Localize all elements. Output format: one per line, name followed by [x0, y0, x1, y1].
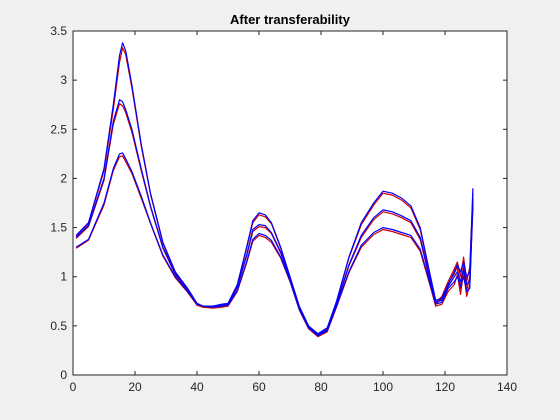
series-line-1 [75, 99, 474, 336]
series-layer [75, 42, 474, 338]
y-tick-label: 2 [60, 171, 67, 185]
y-tick-label: 0 [60, 368, 67, 382]
x-tick-label: 0 [70, 380, 77, 394]
x-tick-label: 120 [435, 380, 455, 394]
series-line-0 [75, 42, 474, 335]
series-line-2 [75, 152, 474, 337]
y-tick-label: 0.5 [50, 319, 67, 333]
plot-area [73, 31, 507, 375]
x-tick-label: 140 [497, 380, 517, 394]
chart-title: After transferability [230, 12, 351, 27]
axes-box [72, 30, 508, 376]
y-tick-label: 3 [60, 73, 67, 87]
y-tick-label: 3.5 [50, 24, 67, 38]
y-tick-label: 1.5 [50, 221, 67, 235]
y-tick-label: 1 [60, 270, 67, 284]
x-tick-label: 20 [128, 380, 142, 394]
x-tick-label: 40 [190, 380, 204, 394]
x-tick-label: 80 [314, 380, 328, 394]
tick-layer: 0 20 40 60 80 100 120 140 0 0.5 1 1.5 2 2.5 3 3.5 [50, 24, 517, 394]
x-tick-label: 100 [373, 380, 393, 394]
x-tick-label: 60 [252, 380, 266, 394]
y-tick-label: 2.5 [50, 122, 67, 136]
